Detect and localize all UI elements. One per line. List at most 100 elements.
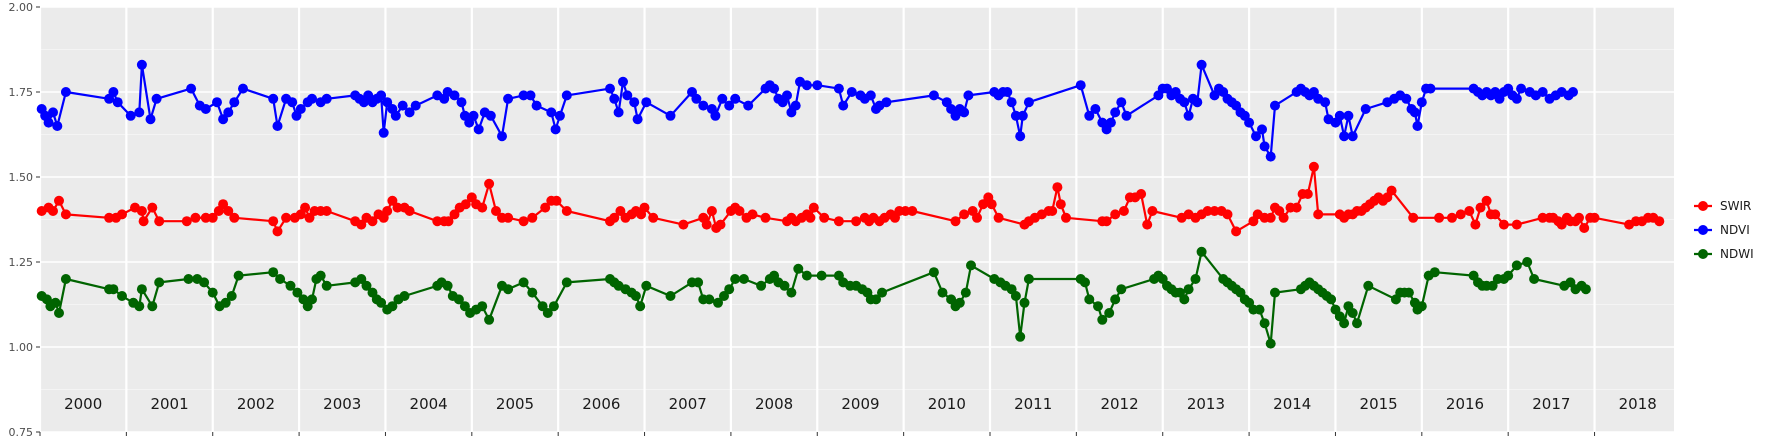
year-label-2003: 2003 (323, 395, 361, 413)
data-point-ndvi (145, 114, 156, 125)
data-point-ndvi (782, 90, 792, 101)
data-point-ndvi (1075, 80, 1086, 91)
data-point-swir (300, 202, 311, 213)
data-point-swir (1142, 219, 1153, 230)
data-point-ndvi (928, 90, 939, 101)
data-point-ndwi (1196, 246, 1207, 257)
data-point-ndwi (816, 270, 827, 281)
data-point-swir (404, 206, 415, 216)
data-point-ndvi (52, 121, 63, 131)
data-point-swir (367, 216, 378, 227)
data-point-swir (223, 206, 234, 216)
data-point-ndwi (1080, 277, 1090, 288)
data-point-ndvi (609, 93, 620, 104)
data-point-ndwi (960, 287, 971, 298)
data-point-swir (272, 226, 283, 237)
data-point-ndwi (1339, 318, 1350, 329)
data-point-ndvi (665, 110, 676, 121)
data-point-swir (1047, 206, 1058, 216)
data-point-ndvi (1416, 97, 1427, 108)
data-point-ndvi (730, 93, 741, 104)
data-point-ndwi (442, 280, 453, 291)
data-point-swir (147, 202, 158, 213)
data-point-ndvi (1343, 110, 1354, 121)
data-point-ndvi (959, 107, 970, 118)
data-point-swir (701, 219, 712, 230)
data-point-ndwi (60, 274, 71, 284)
data-point-ndwi (1416, 301, 1427, 312)
data-point-swir (851, 216, 862, 227)
data-point-ndvi (1401, 93, 1412, 104)
data-point-ndwi (561, 277, 572, 288)
data-point-ndwi (1529, 274, 1540, 284)
data-point-swir (321, 206, 332, 216)
data-point-swir (1498, 219, 1509, 230)
data-point-ndwi (779, 280, 790, 291)
data-point-swir (615, 206, 626, 216)
data-point-swir (518, 216, 529, 227)
data-point-ndvi (473, 124, 484, 135)
legend-item-swir: SWIR (1694, 199, 1751, 213)
data-point-swir (833, 216, 844, 227)
data-point-ndvi (212, 97, 222, 108)
data-point-swir (1118, 206, 1129, 216)
data-point-swir (1055, 199, 1066, 210)
data-point-ndvi (1196, 59, 1207, 70)
data-point-ndvi (125, 110, 136, 121)
data-point-ndwi (1352, 318, 1362, 329)
data-point-ndvi (629, 97, 640, 108)
data-point-ndwi (966, 260, 976, 271)
data-point-ndvi (838, 100, 849, 111)
data-point-ndwi (1183, 284, 1194, 295)
data-point-swir (1265, 212, 1276, 223)
data-point-ndwi (719, 291, 729, 301)
data-point-ndvi (1259, 141, 1270, 152)
data-point-ndwi (399, 291, 410, 301)
y-tick-label: 0.75 (9, 426, 34, 439)
data-point-swir (1386, 185, 1397, 196)
data-point-ndwi (183, 274, 194, 284)
data-point-ndwi (1015, 331, 1026, 342)
data-point-swir (1110, 209, 1121, 220)
data-point-ndwi (136, 284, 147, 295)
legend-key-point (1698, 249, 1708, 259)
data-point-ndvi (468, 110, 479, 121)
data-point-ndwi (387, 301, 398, 312)
data-point-swir (715, 219, 726, 230)
data-point-ndwi (871, 294, 881, 305)
data-point-swir (1291, 202, 1302, 213)
data-point-ndwi (154, 277, 165, 288)
data-point-ndvi (525, 90, 536, 101)
data-point-ndvi (1334, 110, 1345, 121)
data-point-ndvi (963, 90, 974, 101)
data-point-swir (978, 199, 989, 210)
data-point-ndvi (605, 83, 615, 94)
data-point-ndwi (786, 287, 797, 298)
legend: SWIR NDVI NDWI (1694, 199, 1754, 261)
data-point-swir (60, 209, 71, 220)
y-tick-label: 1.00 (9, 341, 34, 354)
data-point-swir (449, 209, 460, 220)
data-point-ndvi (382, 97, 393, 108)
data-point-swir (117, 209, 127, 220)
data-point-ndwi (1093, 301, 1103, 312)
data-point-ndwi (207, 287, 218, 298)
data-point-ndwi (285, 280, 296, 291)
data-point-ndwi (315, 270, 326, 281)
data-point-ndwi (548, 301, 559, 312)
data-point-ndwi (1503, 270, 1514, 281)
data-point-ndvi (812, 80, 823, 91)
data-point-swir (1455, 209, 1466, 220)
year-label-2010: 2010 (928, 395, 966, 413)
year-label-2016: 2016 (1446, 395, 1484, 413)
data-point-ndvi (1017, 110, 1028, 121)
data-point-swir (609, 212, 620, 223)
data-point-swir (1313, 209, 1324, 220)
data-point-swir (551, 195, 562, 206)
data-point-ndwi (108, 284, 119, 295)
year-label-2004: 2004 (410, 395, 448, 413)
data-point-ndwi (518, 277, 529, 288)
data-point-ndwi (937, 287, 948, 298)
data-point-ndwi (665, 291, 676, 301)
data-point-ndvi (1179, 97, 1190, 108)
